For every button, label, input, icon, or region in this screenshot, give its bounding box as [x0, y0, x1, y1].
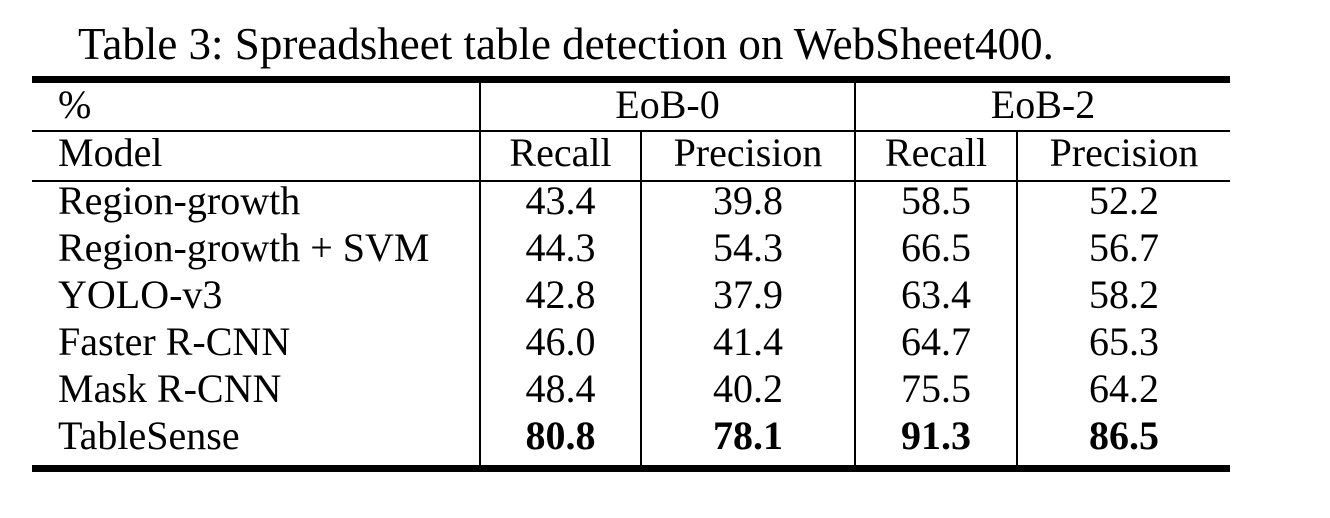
model-column-header: Model — [58, 130, 163, 175]
column-divider-2 — [854, 83, 856, 465]
value-cell: 64.7 — [901, 319, 971, 364]
column-header-precision-eob2: Precision — [1049, 130, 1199, 175]
header-rule-1 — [32, 130, 1230, 132]
value-cell: 48.4 — [525, 366, 596, 411]
model-name-cell: Mask R-CNN — [58, 366, 282, 411]
column-header-recall-eob0: Recall — [509, 130, 612, 175]
value-cell: 58.5 — [901, 178, 971, 223]
value-cell: 52.2 — [1089, 178, 1159, 223]
value-cell: 40.2 — [713, 366, 783, 411]
model-name-cell: Faster R-CNN — [58, 319, 291, 364]
value-cell: 46.0 — [525, 319, 596, 364]
value-cell: 64.2 — [1089, 366, 1159, 411]
value-cell: 43.4 — [525, 178, 596, 223]
column-header-recall-eob2: Recall — [884, 130, 988, 175]
value-cell: 65.3 — [1089, 319, 1159, 364]
value-cell: 54.3 — [713, 225, 783, 270]
value-cell: 66.5 — [901, 225, 971, 270]
column-divider-3 — [640, 132, 642, 465]
column-divider-4 — [1016, 132, 1018, 465]
column-divider-1 — [479, 83, 481, 465]
value-cell: 75.5 — [901, 366, 971, 411]
top-rule — [32, 76, 1230, 83]
model-name-cell: TableSense — [58, 413, 240, 458]
group-header-eob0: EoB-0 — [615, 82, 720, 127]
value-cell: 86.5 — [1089, 413, 1159, 458]
value-cell: 56.7 — [1089, 225, 1159, 270]
value-cell: 63.4 — [901, 272, 971, 317]
group-header-eob2: EoB-2 — [990, 82, 1096, 127]
value-cell: 58.2 — [1089, 272, 1159, 317]
table-caption: Table 3: Spreadsheet table detection on … — [78, 19, 1054, 69]
value-cell: 44.3 — [525, 225, 596, 270]
value-cell: 91.3 — [901, 413, 971, 458]
model-name-cell: YOLO-v3 — [58, 272, 223, 317]
value-cell: 41.4 — [713, 319, 783, 364]
unit-label: % — [58, 82, 92, 127]
value-cell: 37.9 — [713, 272, 783, 317]
bottom-rule — [32, 465, 1230, 472]
value-cell: 78.1 — [713, 413, 783, 458]
value-cell: 42.8 — [525, 272, 596, 317]
header-rule-2 — [32, 180, 1230, 182]
value-cell: 80.8 — [525, 413, 596, 458]
model-name-cell: Region-growth + SVM — [58, 225, 430, 270]
value-cell: 39.8 — [713, 178, 783, 223]
column-header-precision-eob0: Precision — [673, 130, 823, 175]
model-name-cell: Region-growth — [58, 178, 301, 223]
